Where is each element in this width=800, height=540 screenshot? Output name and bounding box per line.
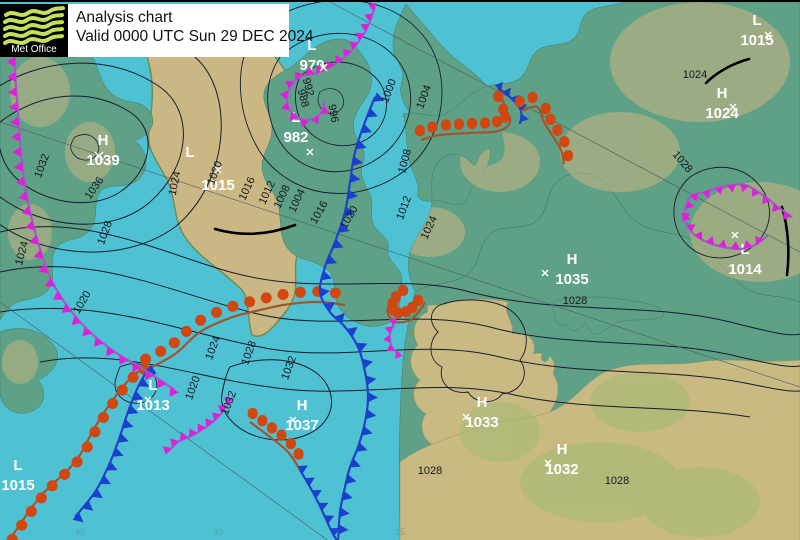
- svg-text:1014: 1014: [728, 261, 762, 278]
- svg-text:L: L: [752, 12, 761, 29]
- svg-text:1028: 1028: [605, 475, 629, 487]
- svg-text:1012: 1012: [394, 194, 414, 221]
- svg-text:1032: 1032: [545, 461, 578, 478]
- svg-text:L: L: [185, 144, 194, 161]
- svg-text:1028: 1028: [563, 295, 587, 307]
- svg-text:1020: 1020: [183, 374, 203, 401]
- svg-text:1039: 1039: [86, 152, 119, 169]
- svg-text:15: 15: [395, 527, 405, 537]
- svg-text:H: H: [567, 251, 578, 268]
- svg-text:H: H: [297, 397, 308, 414]
- svg-text:1032: 1032: [279, 354, 299, 381]
- svg-text:1035: 1035: [555, 271, 588, 288]
- svg-text:L: L: [148, 377, 157, 394]
- svg-text:45: 45: [75, 527, 85, 537]
- svg-text:L: L: [13, 457, 22, 474]
- svg-text:1015: 1015: [1, 477, 34, 494]
- svg-text:30: 30: [213, 527, 223, 537]
- svg-text:1037: 1037: [285, 417, 318, 434]
- svg-text:1024: 1024: [683, 69, 707, 81]
- svg-text:1020: 1020: [71, 289, 94, 316]
- svg-text:1000: 1000: [379, 77, 399, 104]
- svg-text:Met Office: Met Office: [11, 44, 57, 55]
- svg-text:982: 982: [283, 129, 308, 146]
- svg-text:1028: 1028: [418, 465, 442, 477]
- svg-text:H: H: [477, 394, 488, 411]
- svg-text:H: H: [717, 85, 728, 102]
- svg-text:1033: 1033: [465, 414, 498, 431]
- svg-text:H: H: [557, 441, 568, 458]
- svg-text:1024: 1024: [203, 334, 223, 361]
- svg-text:H: H: [98, 132, 109, 149]
